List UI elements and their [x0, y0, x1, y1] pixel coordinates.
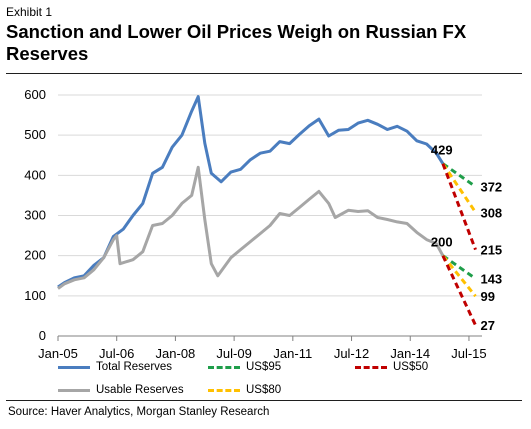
- legend-item: US$95: [208, 361, 281, 373]
- legend-label: US$50: [393, 361, 429, 373]
- data-label: 308: [480, 205, 502, 220]
- gridlines: [58, 94, 482, 297]
- x-tick-label: Jul-09: [216, 346, 251, 361]
- y-tick-label: 600: [24, 87, 46, 102]
- y-tick-label: 0: [39, 328, 46, 343]
- legend-item: Total Reserves: [58, 361, 172, 373]
- series-line-total-reserves: [57, 95, 445, 289]
- legend-swatch: [58, 365, 90, 369]
- x-axis: Jan-05 Jul-06 Jan-08 Jul-09 Jan-11 Jul-12 Jan-…: [38, 335, 487, 361]
- legend-label: Usable Reserves: [96, 384, 184, 396]
- legend-swatch: [355, 365, 387, 369]
- legend-label: US$95: [246, 361, 282, 373]
- legend-label: Total Reserves: [96, 361, 173, 373]
- series-line-us-95: [442, 162, 477, 188]
- x-tick-label: Jan-08: [156, 346, 196, 361]
- legend-item: Usable Reserves: [58, 384, 184, 396]
- chart-title: Sanction and Lower Oil Prices Weigh on R…: [6, 21, 467, 64]
- data-label: 372: [480, 180, 502, 195]
- series-line-us-50: [441, 163, 477, 251]
- data-label: 27: [480, 318, 494, 333]
- x-tick-label: Jan-11: [273, 346, 312, 361]
- data-label: 215: [480, 243, 502, 258]
- x-tick-label: Jul-15: [451, 346, 486, 361]
- x-tick-label: Jul-12: [334, 346, 369, 361]
- title-divider: [6, 73, 522, 74]
- y-axis: 0 100 200 300 400 500 600: [24, 87, 46, 343]
- series-line-us-50: [441, 255, 477, 326]
- legend-swatch: [208, 388, 240, 392]
- x-tick-label: Jan-05: [38, 346, 78, 361]
- data-label: 200: [431, 235, 453, 250]
- x-tick-label: Jan-14: [390, 346, 430, 361]
- legend-item: US$50: [355, 361, 428, 373]
- y-tick-label: 500: [24, 127, 46, 142]
- data-label: 99: [480, 289, 494, 304]
- legend-swatch: [58, 388, 90, 392]
- legend-item: US$80: [208, 384, 281, 396]
- data-label: 143: [480, 272, 502, 287]
- y-tick-label: 200: [24, 248, 46, 263]
- source-note: Source: Haver Analytics, Morgan Stanley …: [8, 406, 270, 418]
- series-line-us-95: [442, 254, 477, 280]
- exhibit-label: Exhibit 1: [6, 5, 53, 19]
- series-lines: [57, 95, 477, 326]
- x-tick-label: Jul-06: [99, 346, 134, 361]
- footer-divider: [6, 400, 522, 401]
- y-tick-label: 400: [24, 167, 46, 182]
- series-line-us-80: [441, 254, 477, 298]
- data-label: 429: [431, 143, 453, 158]
- legend-swatch: [208, 365, 240, 369]
- y-tick-label: 100: [24, 288, 46, 303]
- series-line-usable-reserves: [57, 165, 445, 290]
- legend-label: US$80: [246, 384, 282, 396]
- data-labels: 429 200 372 308 215 143 99 27: [431, 143, 502, 333]
- y-tick-label: 300: [24, 208, 46, 223]
